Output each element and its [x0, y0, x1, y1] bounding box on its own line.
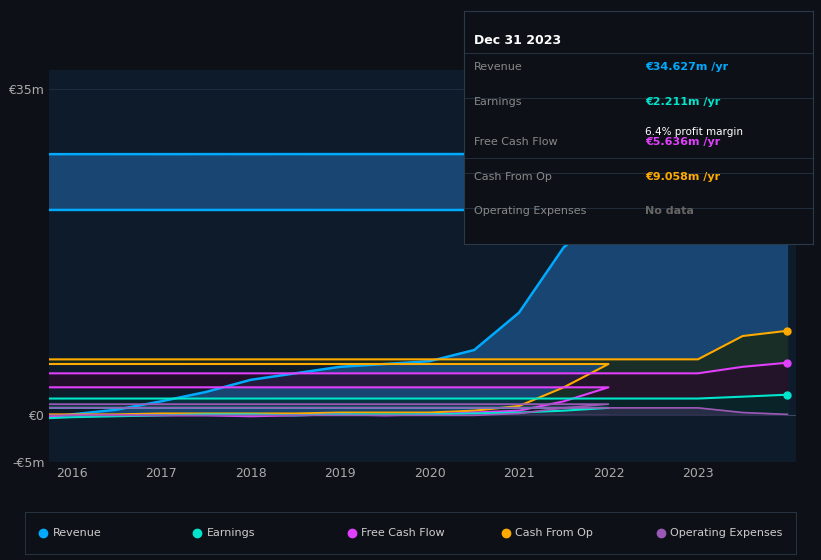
Text: 6.4% profit margin: 6.4% profit margin — [645, 128, 743, 137]
Text: Revenue: Revenue — [53, 529, 101, 538]
Text: Dec 31 2023: Dec 31 2023 — [475, 35, 562, 48]
Text: Free Cash Flow: Free Cash Flow — [361, 529, 445, 538]
Text: Operating Expenses: Operating Expenses — [475, 207, 587, 216]
Text: Earnings: Earnings — [475, 97, 523, 107]
Text: Free Cash Flow: Free Cash Flow — [475, 137, 558, 147]
Text: Cash From Op: Cash From Op — [475, 171, 553, 181]
Text: €34.627m /yr: €34.627m /yr — [645, 62, 728, 72]
Text: Revenue: Revenue — [475, 62, 523, 72]
Text: Cash From Op: Cash From Op — [516, 529, 594, 538]
Text: €9.058m /yr: €9.058m /yr — [645, 171, 721, 181]
Text: €2.211m /yr: €2.211m /yr — [645, 97, 721, 107]
Text: Earnings: Earnings — [207, 529, 255, 538]
Text: No data: No data — [645, 207, 695, 216]
Text: Operating Expenses: Operating Expenses — [670, 529, 782, 538]
Text: €5.636m /yr: €5.636m /yr — [645, 137, 721, 147]
